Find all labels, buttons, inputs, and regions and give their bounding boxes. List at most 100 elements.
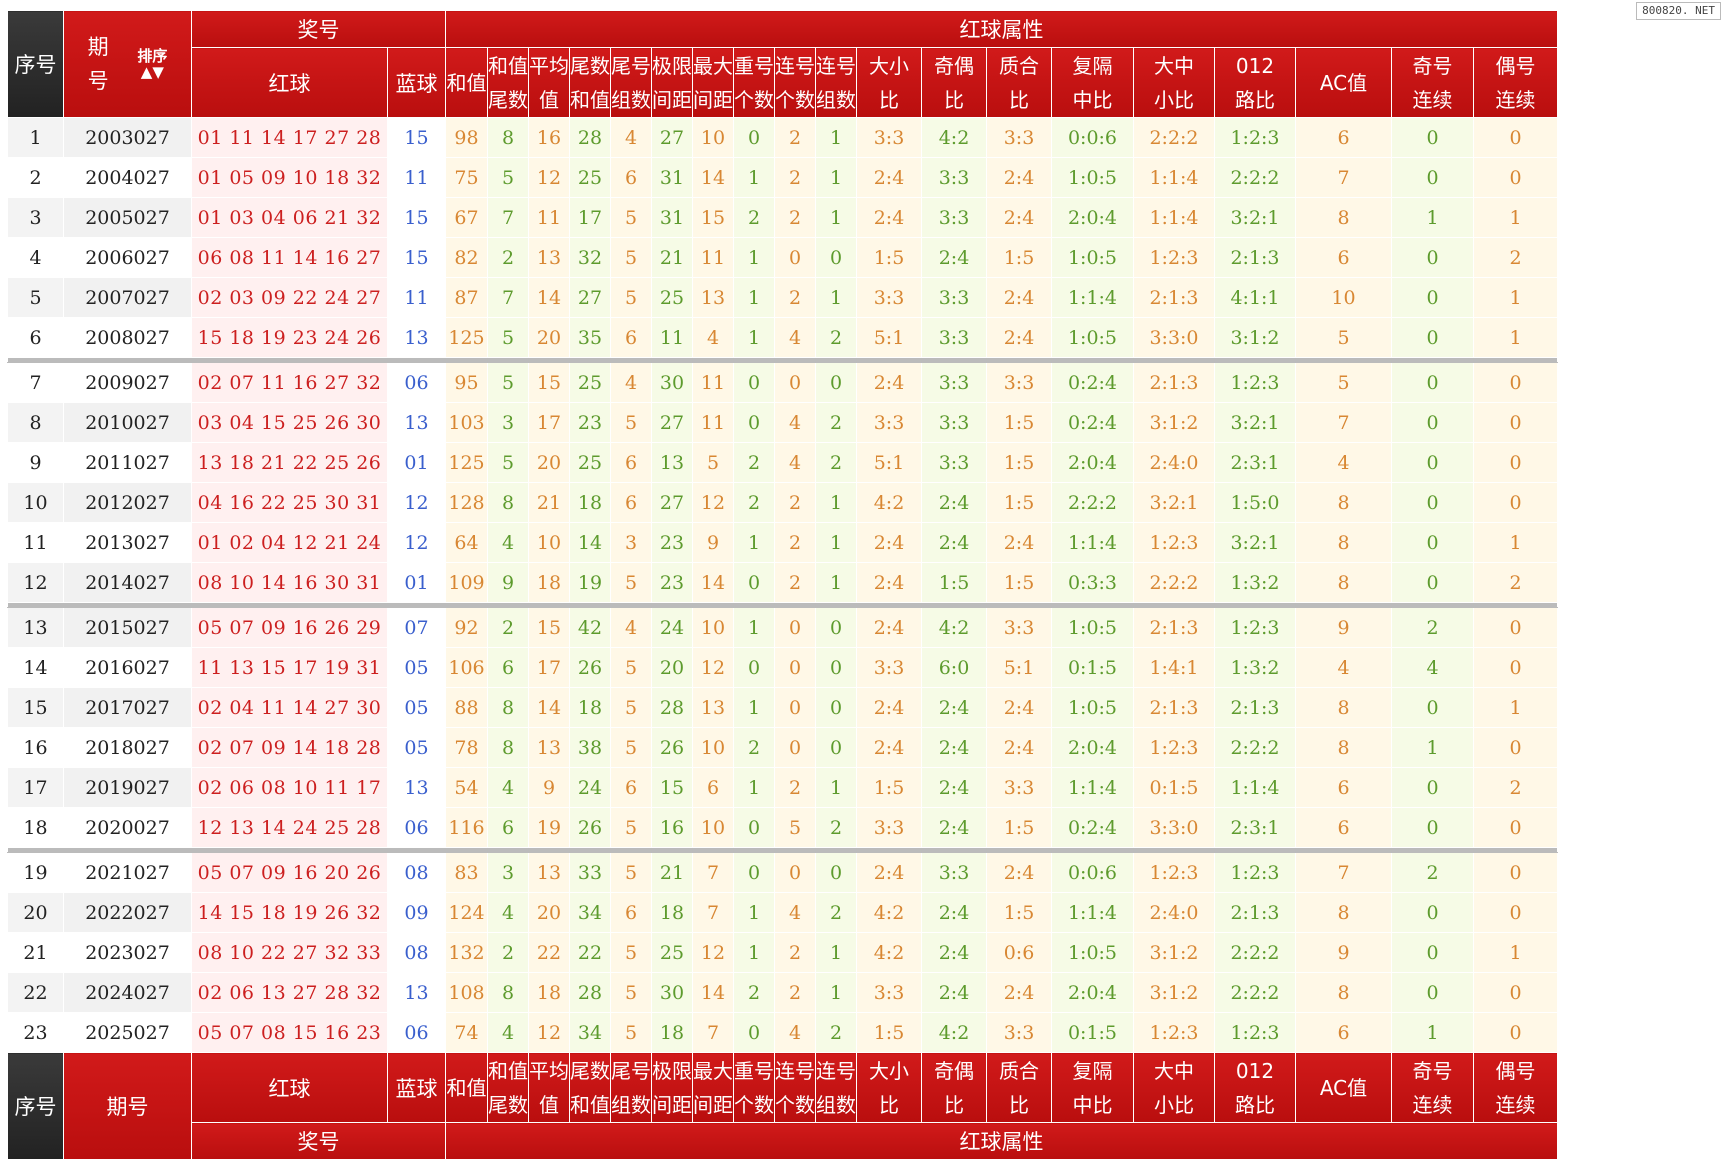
attr-cell: 11 (528, 197, 570, 238)
issue-cell: 2024027 (63, 972, 192, 1013)
attr-cell: 2:4 (921, 727, 987, 768)
seq-cell: 20 (7, 892, 64, 933)
header-attr-label: 个数 (734, 1092, 774, 1117)
attr-cell: 12 (692, 482, 734, 523)
issue-cell: 2004027 (63, 157, 192, 198)
header-attr-label: 极限 (652, 53, 692, 78)
header-attr-label: 路比 (1235, 87, 1275, 112)
attr-cell: 9 (528, 767, 570, 808)
seq-cell: 9 (7, 442, 64, 483)
attr-cell: 4 (487, 767, 529, 808)
header-attr-col: 和值 (445, 47, 488, 118)
attr-cell: 8 (487, 972, 529, 1013)
attr-cell: 28 (569, 117, 611, 158)
attr-cell: 1:0:5 (1051, 932, 1134, 973)
attr-cell: 0 (1391, 277, 1474, 318)
attr-cell: 2:4:0 (1133, 442, 1215, 483)
attr-cell: 2:2:2 (1214, 932, 1296, 973)
attr-cell: 1:5 (856, 767, 922, 808)
attr-cell: 17 (528, 647, 570, 688)
attr-cell: 6 (487, 807, 529, 848)
attr-cell: 8 (1295, 687, 1392, 728)
red-balls-cell: 05 07 09 16 20 26 (191, 852, 388, 893)
footer-red-attr: 红球属性 (445, 1122, 1558, 1160)
attr-cell: 2:1:3 (1133, 362, 1215, 403)
header-attr-col: 尾号 组数 (610, 47, 652, 118)
attr-cell: 2:2:2 (1214, 727, 1296, 768)
sort-button[interactable]: 排序 ▲▼ (137, 47, 168, 81)
blue-ball-cell: 06 (387, 1012, 446, 1053)
attr-cell: 24 (651, 607, 693, 648)
attr-cell: 2 (774, 277, 816, 318)
table-row: 10 2012027 04 16 22 25 30 31 12 128 8 21 18 6 27 1… (7, 482, 1558, 523)
attr-cell: 1:2:3 (1214, 117, 1296, 158)
attr-cell: 1:1:4 (1051, 767, 1134, 808)
attr-cell: 24 (569, 767, 611, 808)
lottery-table: 序号 期 号 排序 ▲▼ 奖号 红球属性 红球 蓝球 和值 和值 尾数 平均值尾数 和值… (7, 10, 1558, 1160)
sum-cell: 128 (445, 482, 488, 523)
header-issue-sort[interactable]: 期 号 排序 ▲▼ (63, 10, 192, 118)
footer-attr-col: 奇号 连续 (1391, 1052, 1474, 1123)
attr-cell: 18 (528, 972, 570, 1013)
table-header: 序号 期 号 排序 ▲▼ 奖号 红球属性 红球 蓝球 和值 和值 尾数 平均值尾数 和值… (7, 10, 1558, 118)
blue-ball-cell: 15 (387, 117, 446, 158)
blue-ball-cell: 05 (387, 727, 446, 768)
footer-red: 红球 (191, 1052, 388, 1123)
table-row: 22 2024027 02 06 13 27 28 32 13 108 8 18 28 5 30 1… (7, 972, 1558, 1013)
red-balls-cell: 01 11 14 17 27 28 (191, 117, 388, 158)
attr-cell: 2:4 (856, 727, 922, 768)
attr-cell: 0 (733, 807, 775, 848)
table-row: 7 2009027 02 07 11 16 27 32 06 95 5 15 25 4 30 11 0… (7, 362, 1558, 403)
header-attr-label: 偶号 (1495, 1058, 1536, 1083)
attr-cell: 23 (651, 562, 693, 603)
attr-cell: 28 (569, 972, 611, 1013)
attr-cell: 6 (1295, 117, 1392, 158)
attr-cell: 2:2:2 (1214, 157, 1296, 198)
issue-cell: 2023027 (63, 932, 192, 973)
blue-ball-cell: 11 (387, 277, 446, 318)
attr-cell: 9 (1295, 932, 1392, 973)
header-attr-label: 奇号 (1412, 53, 1453, 78)
header-attr-label: 复隔 (1072, 53, 1113, 78)
header-attr-col: 最大 间距 (692, 47, 734, 118)
issue-cell: 2007027 (63, 277, 192, 318)
red-balls-cell: 08 10 14 16 30 31 (191, 562, 388, 603)
attr-cell: 1 (1473, 277, 1558, 318)
attr-cell: 1:5 (856, 237, 922, 278)
header-attr-label: 连号 (816, 53, 856, 78)
red-balls-cell: 02 03 09 22 24 27 (191, 277, 388, 318)
attr-cell: 1:5 (986, 442, 1052, 483)
attr-cell: 32 (569, 237, 611, 278)
attr-cell: 1 (1473, 522, 1558, 563)
table-row: 12 2014027 08 10 14 16 30 31 01 109 9 18 19 5 23 1… (7, 562, 1558, 603)
header-seq: 序号 (7, 10, 64, 118)
seq-cell: 18 (7, 807, 64, 848)
table-row: 16 2018027 02 07 09 14 18 28 05 78 8 13 38 5 26 10… (7, 727, 1558, 768)
header-attr-label: 间距 (652, 1092, 692, 1117)
attr-cell: 2 (774, 482, 816, 523)
attr-cell: 2 (1391, 607, 1474, 648)
seq-cell: 19 (7, 852, 64, 893)
issue-cell: 2003027 (63, 117, 192, 158)
attr-cell: 2:4 (856, 362, 922, 403)
attr-cell: 3:2:1 (1214, 522, 1296, 563)
header-attr-col: 012 路比 (1214, 47, 1296, 118)
watermark: 800820. NET (1636, 2, 1721, 20)
header-attr-label: 组数 (611, 1092, 651, 1117)
attr-cell: 18 (569, 482, 611, 523)
attr-cell: 0:0:6 (1051, 852, 1134, 893)
header-attr-label: 平均 (529, 53, 569, 78)
seq-cell: 12 (7, 562, 64, 603)
attr-cell: 3 (487, 402, 529, 443)
attr-cell: 13 (692, 687, 734, 728)
attr-cell: 22 (569, 932, 611, 973)
header-attr-label: 值 (539, 1092, 559, 1117)
attr-cell: 15 (651, 767, 693, 808)
attr-cell: 14 (528, 687, 570, 728)
attr-cell: 14 (692, 562, 734, 603)
attr-cell: 1:0:5 (1051, 607, 1134, 648)
attr-cell: 42 (569, 607, 611, 648)
footer-attr-col: 大小比 (856, 1052, 922, 1123)
attr-cell: 7 (487, 197, 529, 238)
attr-cell: 3:3 (986, 117, 1052, 158)
